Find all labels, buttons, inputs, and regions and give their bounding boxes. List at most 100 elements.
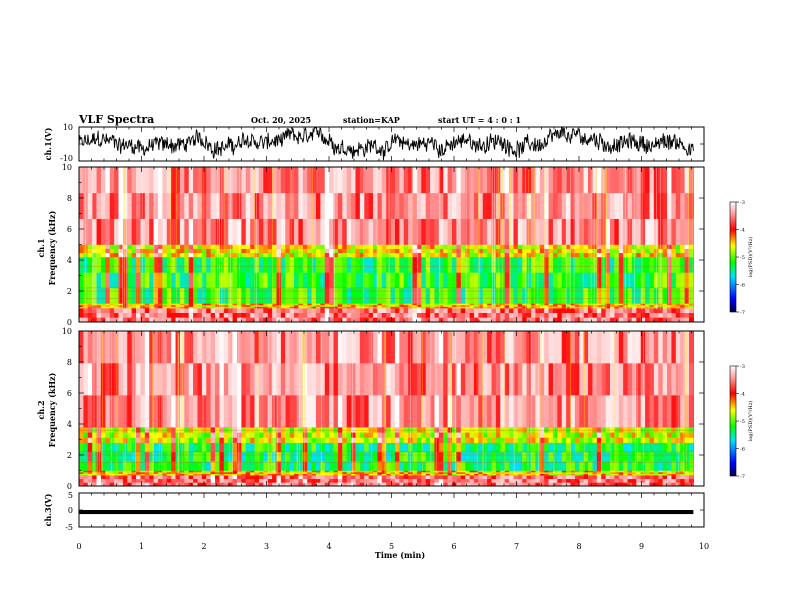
spectrogram-cell [364, 470, 370, 473]
spectrogram-cell [636, 461, 642, 471]
spectrogram-cell [245, 473, 251, 476]
spectrogram-cell [675, 427, 681, 433]
spectrogram-cell [662, 303, 668, 306]
spectrogram-cell [162, 218, 168, 245]
spectrogram-cell [109, 256, 115, 273]
spectrogram-cell [149, 461, 154, 471]
spectrogram-cell [509, 218, 514, 245]
spectrogram-cell [482, 437, 488, 443]
spectrogram-cell [504, 303, 510, 306]
spectrogram-cell [504, 432, 510, 438]
spectrogram-cell [636, 248, 642, 254]
spectrogram-cell [206, 442, 212, 453]
spectrogram-cell [131, 306, 137, 309]
spectrogram-cell [557, 473, 563, 476]
spectrogram-cell [465, 451, 470, 462]
spectrogram-cell [79, 252, 84, 258]
spectrogram-cell [188, 306, 194, 309]
spectrogram-cell [399, 248, 405, 254]
spectrogram-cell [250, 287, 255, 304]
spectrogram-cell [373, 363, 378, 396]
spectrogram-cell [302, 427, 308, 433]
spectrogram-cell [684, 482, 690, 487]
spectrogram-cell [399, 308, 405, 313]
spectrogram-cell [487, 304, 492, 307]
spectrogram-cell [574, 478, 580, 483]
spectrogram-cell [140, 317, 146, 323]
spectrogram-cell [254, 272, 260, 289]
spectrogram-cell [544, 287, 549, 304]
spectrogram-cell [96, 473, 102, 476]
spectrogram-cell [355, 272, 361, 289]
spectrogram-cell [381, 482, 387, 487]
spectrogram-cell [197, 272, 203, 289]
spectrogram-cell [105, 192, 111, 219]
spectrogram-cell [452, 256, 457, 273]
spectrogram-cell [513, 432, 519, 438]
spectrogram-cell [688, 478, 694, 483]
spectrogram-cell [276, 470, 282, 473]
spectrogram-cell [478, 475, 484, 480]
spectrogram-cell [610, 437, 615, 443]
spectrogram-cell [456, 478, 462, 483]
spectrogram-cell [302, 451, 308, 462]
spectrogram-cell [223, 432, 229, 438]
spectrogram-cell [662, 244, 668, 249]
spectrogram-cell [324, 252, 330, 258]
spectrogram-cell [359, 252, 365, 258]
spectrogram-cell [583, 395, 589, 428]
spectrogram-cell [337, 244, 343, 249]
spectrogram-cell [605, 167, 611, 194]
spectrogram-cell [478, 287, 484, 304]
spectrogram-cell [333, 218, 339, 245]
spectrogram-cell [342, 473, 348, 476]
spectrogram-cell [381, 442, 387, 453]
spectrogram-cell [346, 482, 352, 487]
spectrogram-cell [368, 317, 374, 323]
spectrogram-cell [394, 437, 400, 443]
spectrogram-cell [636, 482, 642, 487]
spectrogram-cell [557, 395, 563, 428]
spectrogram-cell [561, 473, 567, 476]
spectrogram-cell [447, 442, 453, 453]
spectrogram-cell [460, 306, 466, 309]
spectrogram-cell [438, 472, 444, 474]
spectrogram-cell [627, 218, 633, 245]
spectrogram-cell [166, 478, 172, 483]
spectrogram-cell [232, 252, 238, 258]
spectrogram-cell [605, 272, 611, 289]
spectrogram-cell [188, 482, 194, 487]
spectrogram-cell [421, 451, 427, 462]
spectrogram-cell [83, 437, 89, 443]
spectrogram-cell [509, 472, 514, 474]
spectrogram-cell [346, 218, 352, 245]
spectrogram-cell [285, 304, 291, 307]
spectrogram-cell [399, 287, 405, 304]
spectrogram-cell [144, 395, 150, 428]
spectrogram-cell [153, 395, 159, 428]
spectrogram-cell [548, 287, 554, 304]
spectrogram-cell [412, 478, 418, 483]
spectrogram-cell [263, 473, 269, 476]
spectrogram-cell [688, 218, 694, 245]
spectrogram-cell [355, 475, 361, 480]
spectrogram-cell [276, 167, 282, 194]
spectrogram-cell [175, 244, 181, 249]
spectrogram-cell [513, 218, 519, 245]
spectrogram-cell [206, 427, 212, 433]
spectrogram-cell [254, 461, 260, 471]
spectrogram-cell [285, 192, 291, 219]
spectrogram-cell [215, 317, 220, 323]
spectrogram-cell [373, 395, 378, 428]
spectrogram-cell [487, 363, 492, 396]
spectrogram-cell [201, 442, 207, 453]
spectrogram-cell [210, 252, 216, 258]
spectrogram-cell [188, 308, 194, 313]
spectrogram-cell [149, 312, 154, 318]
spectrogram-cell [390, 304, 396, 307]
spectrogram-cell [570, 395, 576, 428]
spectrogram-cell [228, 470, 233, 473]
spectrogram-cell [236, 192, 242, 219]
spectrogram-cell [645, 451, 650, 462]
spectrogram-cell [601, 272, 607, 289]
